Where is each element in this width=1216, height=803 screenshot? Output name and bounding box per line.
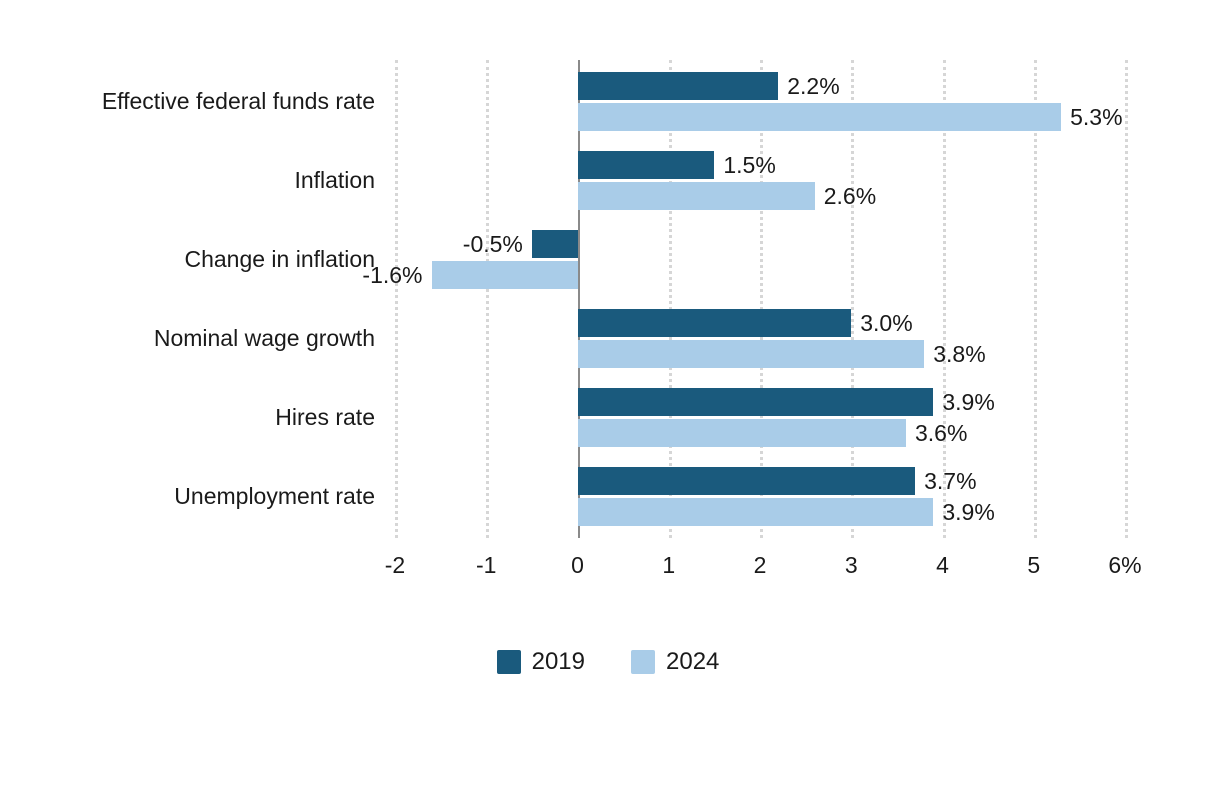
bar-2024-0 xyxy=(577,103,1062,131)
bar-2024-2 xyxy=(431,261,578,289)
gridline xyxy=(395,60,398,538)
gridline xyxy=(1125,60,1128,538)
x-axis: -2 -1 0 1 2 3 4 5 6% xyxy=(385,552,1142,584)
legend-swatch-2024 xyxy=(631,650,655,674)
bar-2024-3 xyxy=(577,340,925,368)
category-label: Inflation xyxy=(294,166,375,193)
legend: 2019 2024 xyxy=(0,648,1216,676)
legend-label-2024: 2024 xyxy=(666,648,720,675)
bar-2024-4 xyxy=(577,419,906,447)
value-label: 3.9% xyxy=(942,499,995,525)
plot-area: 2.2% 5.3% 1.5% 2.6% -0.5% -1.6% 3.0% 3.8% 3.9% 3.… xyxy=(362,60,1128,538)
bar-2019-5 xyxy=(577,467,916,495)
legend-item-2019: 2019 xyxy=(496,648,585,676)
legend-swatch-2019 xyxy=(496,650,521,674)
bar-2019-0 xyxy=(577,72,779,100)
gridline xyxy=(486,60,490,538)
gridline xyxy=(942,60,946,538)
bar-2024-1 xyxy=(577,182,815,210)
value-label: 3.8% xyxy=(933,341,986,367)
value-label: 3.0% xyxy=(860,310,913,336)
x-tick-label: -2 xyxy=(384,552,406,578)
x-tick-label: -1 xyxy=(476,552,497,578)
value-label: 2.2% xyxy=(787,73,840,99)
gridline xyxy=(760,60,763,538)
category-label: Unemployment rate xyxy=(174,482,375,509)
bar-2019-4 xyxy=(577,388,934,416)
x-tick-label: 2 xyxy=(753,552,767,578)
gridline xyxy=(851,60,855,538)
value-label: 3.7% xyxy=(924,468,977,494)
category-label: Change in inflation xyxy=(184,245,375,272)
value-label: 2.6% xyxy=(823,183,877,209)
value-label: 3.9% xyxy=(942,389,995,415)
value-label: 5.3% xyxy=(1070,104,1123,130)
legend-item-2024: 2024 xyxy=(631,648,719,676)
category-label: Effective federal funds rate xyxy=(101,87,375,114)
value-label: 1.5% xyxy=(723,152,776,178)
gridline xyxy=(668,60,672,538)
zero-axis-line xyxy=(577,60,580,538)
bar-2019-1 xyxy=(577,151,715,179)
bar-2019-3 xyxy=(577,309,852,337)
x-tick-label: 1 xyxy=(662,552,676,578)
x-tick-label: 5 xyxy=(1027,552,1041,578)
value-label: -1.6% xyxy=(362,262,423,288)
x-tick-label: 4 xyxy=(936,552,949,578)
value-label: -0.5% xyxy=(462,231,523,257)
category-label: Nominal wage growth xyxy=(153,324,375,351)
legend-label-2019: 2019 xyxy=(531,648,585,675)
x-tick-label: 3 xyxy=(844,552,858,578)
category-label: Hires rate xyxy=(275,403,375,430)
gridline xyxy=(1033,60,1037,538)
bar-2019-2 xyxy=(531,230,578,258)
x-tick-label: 0 xyxy=(571,552,584,578)
value-label: 3.6% xyxy=(915,420,968,446)
x-tick-label: 6% xyxy=(1108,552,1142,578)
bar-2024-5 xyxy=(577,498,934,526)
